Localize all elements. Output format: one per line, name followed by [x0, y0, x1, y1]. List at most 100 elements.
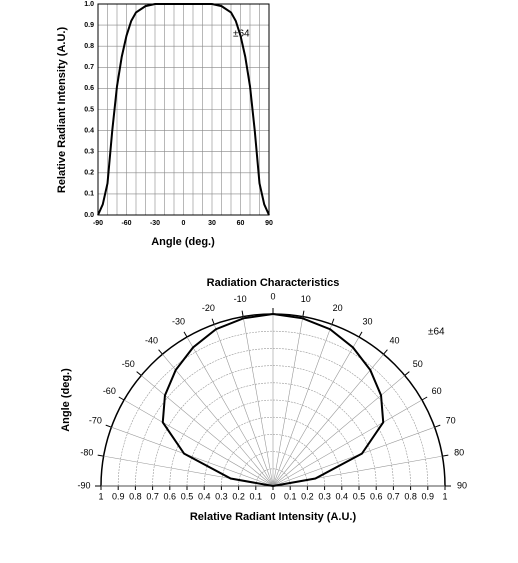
- angle-tick-label: 80: [454, 448, 464, 458]
- grid-line: [123, 399, 274, 487]
- y-tick-label: 0.3: [84, 149, 94, 156]
- y-tick-label: 0.4: [84, 127, 94, 134]
- x-tick-label: -30: [150, 220, 160, 227]
- tick-mark: [97, 454, 104, 457]
- angle-tick-label: -70: [89, 416, 102, 426]
- tick-mark: [442, 454, 449, 457]
- x-tick-label: 0.1: [284, 491, 297, 501]
- grid-line: [272, 354, 384, 487]
- x-tick-label: 0.4: [198, 491, 211, 501]
- angle-tick-label: -50: [122, 359, 135, 369]
- x-tick-label: -60: [121, 220, 131, 227]
- angle-tick-label: 20: [333, 303, 343, 313]
- angle-tick-label: -30: [172, 317, 185, 327]
- x-tick-label: 1: [442, 491, 447, 501]
- tick-mark: [105, 424, 112, 428]
- angle-tick-label: 70: [446, 416, 456, 426]
- y-axis-label: Relative Radiant Intensity (A.U.): [56, 27, 68, 194]
- y-tick-label: 0.6: [84, 85, 94, 92]
- x-tick-label: 0.1: [250, 491, 263, 501]
- grid-line: [272, 426, 435, 487]
- annotation: ±64: [428, 327, 445, 338]
- angle-tick-label: 50: [413, 359, 423, 369]
- angle-tick-label: 60: [432, 386, 442, 396]
- grid-circle: [255, 468, 291, 487]
- chart-title: Radiation Characteristics: [207, 277, 340, 289]
- annotation: ±64: [233, 29, 250, 40]
- y-tick-label: 0.7: [84, 64, 94, 71]
- grid-circle: [186, 399, 360, 487]
- x-tick-label: 0.4: [336, 491, 349, 501]
- x-tick-label: 60: [237, 220, 245, 227]
- y-tick-label: 0.0: [84, 212, 94, 219]
- y-tick-label: 0.2: [84, 170, 94, 177]
- grid-line: [213, 324, 274, 487]
- tick-mark: [434, 424, 441, 428]
- grid-circle: [203, 416, 343, 487]
- x-tick-label: 0.7: [387, 491, 400, 501]
- tick-mark: [211, 318, 215, 325]
- y-tick-label: 1.0: [84, 1, 94, 8]
- angle-tick-label: -10: [234, 294, 247, 304]
- line: [97, 3, 270, 216]
- x-tick-label: 0.8: [404, 491, 417, 501]
- x-tick-label: 0: [182, 220, 186, 227]
- grid-line: [186, 336, 274, 487]
- x-tick-label: 0.2: [232, 491, 245, 501]
- x-tick-label: 0.2: [301, 491, 314, 501]
- x-tick-label: 90: [265, 220, 273, 227]
- x-tick-label: 0: [270, 491, 275, 501]
- grid-line: [272, 336, 360, 487]
- tick-mark: [118, 396, 125, 401]
- grid-circle: [169, 382, 377, 487]
- angle-tick-label: 0: [270, 291, 275, 301]
- angle-tick-label: -90: [77, 480, 90, 490]
- tick-mark: [183, 331, 188, 338]
- tick-mark: [404, 371, 410, 376]
- grid-line: [141, 375, 274, 487]
- grid-line: [242, 316, 274, 487]
- x-tick-label: 0.7: [146, 491, 159, 501]
- grid-line: [111, 426, 274, 487]
- angle-tick-label: -40: [145, 336, 158, 346]
- y-tick-label: 0.1: [84, 191, 94, 198]
- x-tick-label: 0.9: [112, 491, 125, 501]
- x-tick-label: 0.9: [422, 491, 435, 501]
- angle-tick-label: 90: [457, 480, 467, 490]
- x-tick-label: 0.8: [129, 491, 142, 501]
- grid-line: [272, 316, 304, 487]
- x-tick-label: -90: [93, 220, 103, 227]
- angle-tick-label: 10: [301, 294, 311, 304]
- grid-line: [162, 354, 274, 487]
- y-axis-label: Angle (deg.): [60, 368, 72, 432]
- y-tick-label: 0.9: [84, 22, 94, 29]
- tick-mark: [383, 349, 388, 355]
- grid-line: [272, 375, 405, 487]
- tick-mark: [158, 349, 163, 355]
- x-tick-label: 0.6: [164, 491, 177, 501]
- grid-circle: [221, 434, 325, 487]
- polar-line: [161, 312, 385, 487]
- tick-mark: [241, 310, 244, 317]
- tick-mark: [331, 318, 335, 325]
- angle-tick-label: -80: [80, 448, 93, 458]
- grid-line: [272, 399, 423, 487]
- angle-tick-label: 40: [389, 336, 399, 346]
- angle-tick-label: 30: [362, 317, 372, 327]
- x-tick-label: 0.6: [370, 491, 383, 501]
- tick-mark: [302, 310, 305, 317]
- angle-tick-label: -20: [202, 303, 215, 313]
- tick-mark: [358, 331, 363, 338]
- y-tick-label: 0.5: [84, 106, 94, 113]
- x-tick-label: 0.5: [181, 491, 194, 501]
- x-tick-label: 1: [98, 491, 103, 501]
- x-tick-label: 0.3: [215, 491, 228, 501]
- tick-mark: [136, 371, 142, 376]
- angle-tick-label: -60: [103, 386, 116, 396]
- tick-mark: [421, 396, 428, 401]
- x-tick-label: 0.3: [318, 491, 331, 501]
- grid-line: [272, 324, 333, 487]
- y-tick-label: 0.8: [84, 43, 94, 50]
- x-tick-label: 30: [208, 220, 216, 227]
